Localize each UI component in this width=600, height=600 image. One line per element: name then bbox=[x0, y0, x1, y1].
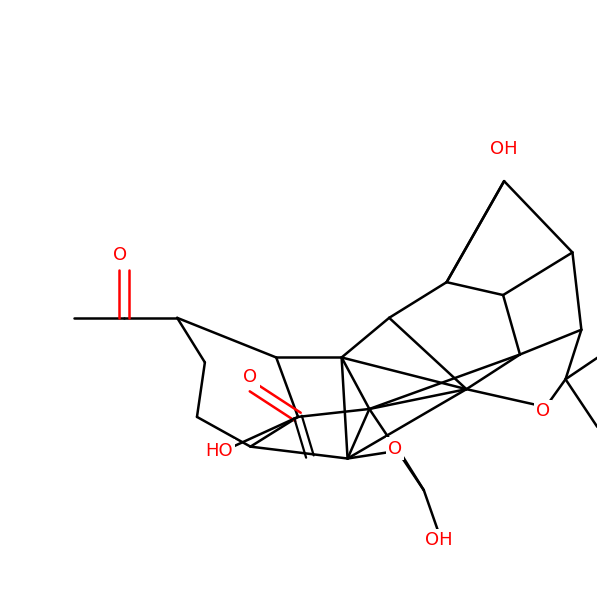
Text: O: O bbox=[244, 368, 257, 386]
Text: HO: HO bbox=[205, 442, 233, 460]
Text: O: O bbox=[113, 247, 127, 265]
Text: OH: OH bbox=[425, 531, 452, 549]
Text: O: O bbox=[388, 440, 402, 458]
Text: O: O bbox=[536, 402, 550, 420]
Text: OH: OH bbox=[490, 140, 518, 158]
